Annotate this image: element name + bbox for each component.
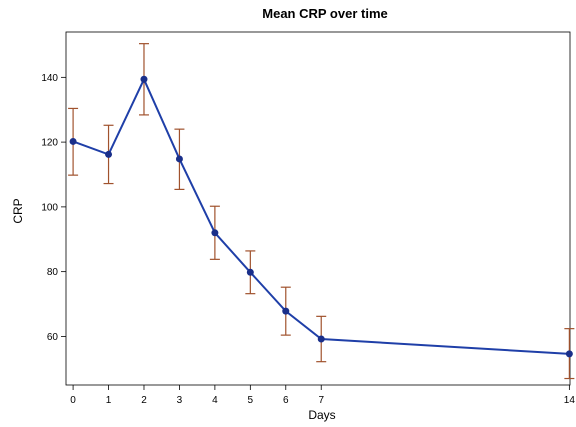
y-axis: 60 80 100 120 140 <box>41 73 66 343</box>
data-point <box>565 350 573 358</box>
y-tick-label: 120 <box>41 138 58 149</box>
data-point <box>317 335 325 343</box>
data-point <box>211 229 219 237</box>
x-tick-label: 5 <box>248 395 254 406</box>
x-tick-label: 7 <box>318 395 324 406</box>
data-point <box>140 75 148 83</box>
series-points <box>69 75 573 358</box>
series-line <box>72 76 570 355</box>
data-point <box>282 307 290 315</box>
data-point <box>246 268 254 276</box>
x-tick-label: 0 <box>70 395 76 406</box>
series-polyline <box>72 76 570 355</box>
chart-title: Mean CRP over time <box>262 6 387 21</box>
data-point <box>175 155 183 163</box>
y-tick-label: 80 <box>47 267 59 278</box>
x-axis: 0 1 2 3 4 5 6 7 14 <box>70 385 575 406</box>
plot-border <box>65 31 571 386</box>
x-tick-label: 6 <box>283 395 289 406</box>
x-tick-label: 14 <box>564 395 576 406</box>
data-point <box>69 137 77 145</box>
y-axis-label: CRP <box>11 198 25 223</box>
y-tick-label: 140 <box>41 73 58 84</box>
x-tick-label: 1 <box>106 395 112 406</box>
x-axis-label: Days <box>308 408 335 422</box>
x-tick-label: 4 <box>212 395 218 406</box>
y-tick-label: 100 <box>41 202 58 213</box>
data-point <box>105 150 113 158</box>
error-bars <box>68 43 575 380</box>
y-tick-label: 60 <box>47 332 59 343</box>
x-tick-label: 2 <box>141 395 147 406</box>
plot-frame <box>65 31 571 386</box>
x-tick-label: 3 <box>177 395 183 406</box>
